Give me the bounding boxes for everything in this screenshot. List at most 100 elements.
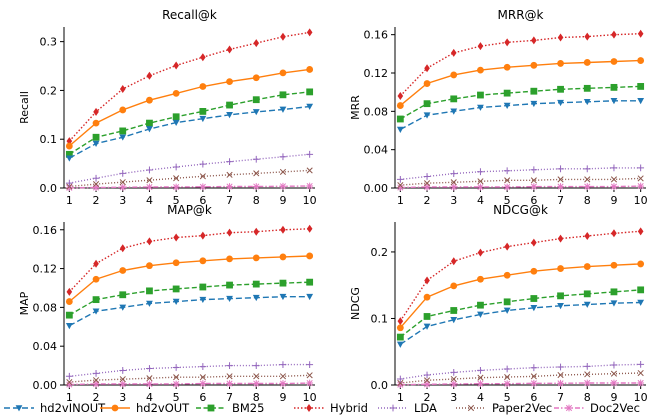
series-line — [399, 263, 641, 329]
legend-marker — [389, 404, 397, 412]
series-hd2vOUT — [396, 57, 645, 109]
series-hd2vINOUT — [396, 299, 645, 348]
y-tick-label: 0.08 — [33, 301, 58, 314]
panel-title: Recall@k — [162, 8, 217, 22]
legend-marker — [565, 404, 573, 412]
data-point — [610, 261, 618, 269]
data-point — [531, 238, 537, 247]
data-point — [423, 293, 431, 301]
series-line — [399, 230, 641, 322]
data-point — [253, 373, 260, 380]
data-point — [306, 252, 314, 260]
data-point — [146, 300, 153, 307]
data-point — [65, 381, 73, 388]
data-point — [146, 262, 153, 270]
data-point — [610, 183, 618, 190]
data-point — [611, 30, 617, 39]
data-point — [306, 372, 313, 379]
data-point — [92, 140, 100, 148]
data-point — [396, 184, 404, 191]
data-point — [306, 66, 314, 73]
data-point — [583, 183, 591, 190]
series-line — [68, 281, 310, 316]
data-point — [146, 365, 153, 372]
data-point — [93, 259, 99, 268]
data-point — [306, 88, 314, 96]
legend-marker — [306, 404, 312, 412]
data-point — [65, 323, 73, 330]
data-point — [146, 177, 153, 184]
panel-title: NDCG@k — [493, 203, 548, 217]
data-point — [119, 376, 126, 383]
data-point — [637, 97, 645, 105]
series-Paper2Vec — [66, 167, 313, 190]
data-point — [226, 158, 233, 166]
x-tick-label: 10 — [303, 391, 317, 404]
data-point — [557, 292, 564, 300]
series-Hybrid — [397, 227, 644, 326]
data-point — [92, 184, 100, 191]
data-point — [172, 163, 180, 171]
data-point — [583, 290, 591, 298]
data-point — [199, 173, 206, 180]
data-point — [252, 254, 260, 262]
data-point — [146, 237, 153, 246]
x-tick-label: 1 — [66, 194, 73, 207]
data-point — [92, 133, 100, 141]
x-tick-label: 9 — [610, 194, 617, 207]
data-point — [146, 71, 153, 80]
y-tick-label: 0.0 — [40, 182, 58, 195]
data-point — [200, 231, 206, 240]
series-line — [400, 382, 641, 386]
y-axis-label: NDCG — [349, 287, 362, 320]
data-point — [253, 227, 260, 236]
data-point — [423, 180, 431, 187]
x-tick-label: 3 — [450, 194, 457, 207]
data-point — [396, 375, 404, 383]
data-point — [477, 183, 484, 191]
data-point — [199, 183, 207, 191]
panel-title: MRR@k — [498, 8, 544, 22]
series-line — [68, 68, 310, 147]
data-point — [610, 164, 618, 172]
legend-item-Hybrid: Hybrid — [294, 401, 368, 415]
legend-item-BM25: BM25 — [196, 401, 264, 415]
series-hd2vINOUT — [396, 97, 645, 133]
data-point — [92, 369, 100, 377]
data-point — [146, 375, 153, 382]
data-point — [477, 168, 484, 176]
panel-3: MAP@k MAP 0.00 0.04 0.08 0.12 0.16 1 2 3 4 5 6 7 8 9 10 — [18, 203, 317, 404]
series-line — [68, 228, 310, 293]
y-tick-label: 0.04 — [364, 144, 389, 157]
y-tick-label: 0.04 — [33, 340, 58, 353]
data-point — [172, 364, 180, 371]
data-point — [450, 179, 457, 186]
data-point — [253, 170, 260, 177]
data-point — [530, 373, 537, 380]
x-tick-label: 1 — [397, 194, 404, 207]
data-point — [637, 227, 644, 236]
data-point — [173, 233, 179, 242]
series-line — [69, 382, 310, 386]
data-point — [610, 379, 618, 387]
data-point — [306, 103, 314, 110]
data-point — [450, 368, 458, 376]
data-point — [92, 119, 100, 127]
x-tick-label: 3 — [119, 391, 126, 404]
data-point — [557, 33, 564, 42]
data-point — [226, 380, 233, 387]
series-Paper2Vec — [66, 372, 313, 386]
data-point — [530, 267, 538, 275]
data-point — [503, 63, 511, 71]
data-point — [503, 365, 511, 373]
series-line — [399, 100, 641, 131]
data-point — [637, 286, 645, 294]
data-point — [306, 150, 314, 158]
series-line — [69, 185, 310, 189]
data-point — [450, 108, 458, 115]
legend-label: Doc2Vec — [590, 401, 640, 415]
data-point — [477, 248, 484, 257]
data-point — [119, 179, 126, 186]
data-point — [306, 361, 314, 369]
